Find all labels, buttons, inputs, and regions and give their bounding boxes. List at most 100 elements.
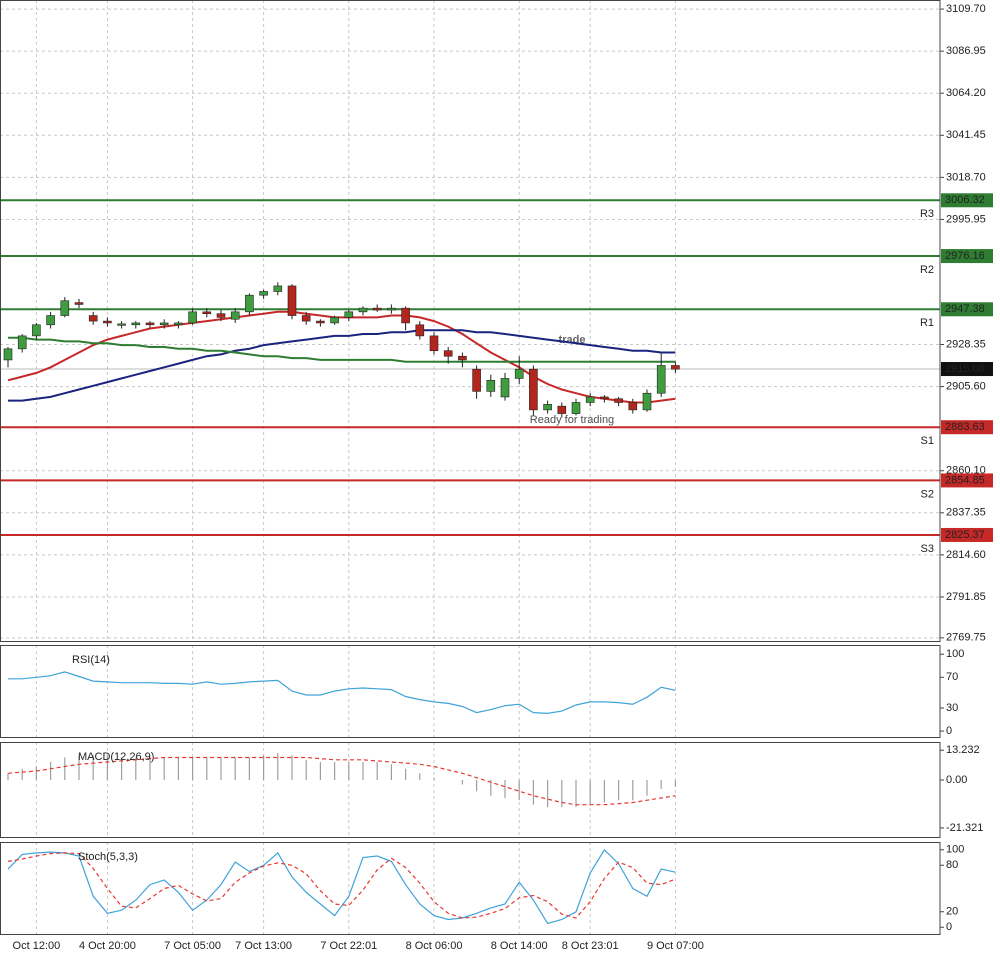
y-tick-label: 80	[946, 859, 958, 871]
candle-body	[230, 311, 240, 320]
candle-body	[415, 324, 425, 337]
level-value: 2854.85	[945, 474, 985, 486]
candle-body	[387, 307, 396, 311]
candle-body	[145, 322, 155, 326]
candle-body	[74, 302, 84, 305]
x-tick-label: 7 Oct 05:00	[164, 940, 221, 952]
candle-body	[529, 368, 538, 411]
level-value: 2976.16	[945, 250, 985, 262]
x-tick-label: 9 Oct 07:00	[647, 940, 704, 952]
current-price-tag	[941, 362, 993, 377]
level-tag	[941, 249, 993, 264]
level-name: S3	[921, 543, 934, 555]
signal-line	[7, 756, 676, 806]
y-tick-label: 30	[946, 702, 958, 714]
candle-body	[174, 322, 183, 326]
x-tick-label: 4 Oct 20:00	[79, 940, 136, 952]
candle-body	[500, 378, 510, 398]
y-tick-label: 2995.95	[946, 213, 986, 225]
candle-body	[287, 285, 297, 316]
y-tick-label: 3109.70	[946, 3, 986, 15]
candle-body	[17, 335, 27, 350]
x-tick-label: 8 Oct 06:00	[406, 940, 463, 952]
y-tick-label: 3041.45	[946, 129, 986, 141]
y-tick-label: 3018.70	[946, 171, 986, 183]
panel-frame	[0, 742, 941, 838]
y-tick-label: 0	[946, 725, 952, 737]
x-tick-label: 7 Oct 13:00	[235, 940, 292, 952]
indicator-line	[7, 852, 676, 919]
level-tag	[941, 302, 993, 317]
candle-body	[344, 311, 354, 318]
candle-body	[585, 396, 595, 403]
candle-body	[131, 322, 141, 326]
moving-average	[8, 336, 676, 363]
panel-2	[7, 742, 677, 838]
level-name: S2	[921, 488, 934, 500]
panel-1	[8, 645, 676, 738]
level-name: R3	[920, 208, 934, 220]
y-tick-label: 0.00	[946, 774, 967, 786]
candle-body	[443, 350, 453, 357]
moving-average	[8, 329, 676, 402]
level-value: 2883.63	[945, 421, 985, 433]
candle-body	[60, 300, 70, 316]
y-tick-label: 3064.20	[946, 87, 986, 99]
candle-body	[103, 320, 112, 324]
candle-body	[273, 285, 283, 292]
candle-body	[216, 313, 226, 318]
candle-body	[202, 311, 212, 314]
candle-body	[642, 392, 652, 411]
indicator-line	[8, 671, 676, 715]
level-value: 3006.32	[945, 194, 985, 206]
candle-body	[656, 365, 666, 394]
x-tick-label: 8 Oct 14:00	[491, 940, 548, 952]
candle-body	[486, 379, 496, 392]
level-tag	[941, 193, 993, 208]
y-tick-label: 0	[946, 921, 952, 933]
candle-body	[88, 315, 98, 322]
panel-frame	[0, 0, 941, 642]
candle-body	[514, 368, 524, 379]
y-tick-label: 100	[946, 844, 964, 856]
current-price-label: 2915.08	[945, 363, 985, 375]
y-tick-label: 2814.60	[946, 549, 986, 561]
watermark-tagline: Ready for trading	[530, 414, 614, 426]
y-tick-label: 2837.35	[946, 507, 986, 519]
candle-body	[159, 322, 169, 326]
x-tick-label: 8 Oct 23:01	[562, 940, 619, 952]
panel-3	[7, 842, 676, 935]
panel-frame	[0, 645, 941, 738]
level-tag	[941, 420, 993, 435]
x-tick-label: 7 Oct 22:01	[320, 940, 377, 952]
y-tick-label: 2905.60	[946, 380, 986, 392]
x-tick-label: Oct 12:00	[13, 940, 61, 952]
candle-body	[671, 365, 680, 370]
y-tick-label: -21.321	[946, 822, 983, 834]
level-value: 2825.37	[945, 529, 985, 541]
y-tick-label: 100	[946, 648, 964, 660]
candle-body	[188, 311, 197, 324]
y-tick-label: 70	[946, 671, 958, 683]
panel-frame	[0, 842, 941, 935]
candle-body	[557, 405, 567, 414]
candle-body	[259, 291, 268, 296]
candle-body	[429, 335, 439, 351]
candle-body	[3, 348, 13, 361]
candle-body	[401, 307, 410, 324]
panel-title: MACD(12,26,9)	[78, 751, 154, 763]
candle-body	[301, 315, 311, 322]
y-tick-label: 2791.85	[946, 591, 986, 603]
candle-body	[46, 315, 55, 326]
candle-body	[543, 404, 552, 411]
candle-body	[614, 398, 623, 403]
candle-body	[358, 307, 368, 313]
level-name: R2	[920, 264, 934, 276]
candle-body	[571, 402, 581, 414]
candle-body	[600, 396, 609, 400]
level-value: 2947.38	[945, 303, 985, 315]
candle-body	[372, 307, 382, 311]
y-tick-label: 20	[946, 906, 958, 918]
